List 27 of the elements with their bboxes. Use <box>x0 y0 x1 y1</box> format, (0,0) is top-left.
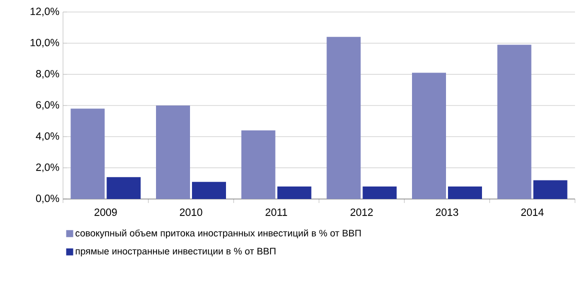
bar <box>106 177 141 199</box>
bar <box>362 186 397 199</box>
y-tick-label: 12,0% <box>30 8 60 16</box>
legend-label: прямые иностранные инвестиции в % от ВВП <box>76 248 276 256</box>
bar <box>156 106 190 199</box>
bar <box>412 72 446 199</box>
y-tick-label: 10,0% <box>30 38 60 48</box>
x-tick-label: 2013 <box>436 208 458 216</box>
y-tick-label: 4,0% <box>36 132 60 141</box>
y-tick-label: 8,0% <box>36 70 60 79</box>
bar <box>533 180 568 199</box>
x-tick-label: 2012 <box>350 208 373 216</box>
bar <box>70 108 105 199</box>
x-tick-label: 2010 <box>180 208 202 216</box>
x-tick-label: 2009 <box>94 208 117 216</box>
y-tick-label: 2,0% <box>36 164 60 172</box>
legend-label: совокупный объем притока иностранных инвестиций в % от ВВП <box>76 229 361 238</box>
bar <box>241 130 276 199</box>
bar <box>277 186 312 199</box>
bar <box>497 44 532 199</box>
bar <box>192 182 226 199</box>
bar <box>448 186 482 199</box>
x-tick-label: 2011 <box>266 208 288 216</box>
x-tick-label: 2014 <box>521 208 544 216</box>
y-tick-label: 6,0% <box>36 101 60 110</box>
y-tick-label: 0,0% <box>36 194 60 204</box>
bar <box>326 36 361 199</box>
